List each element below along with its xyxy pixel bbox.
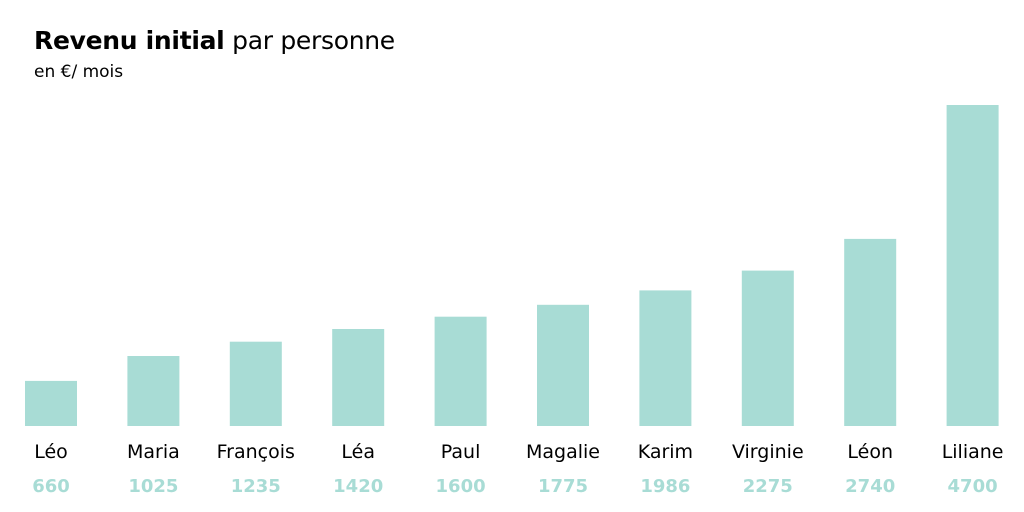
bar-8 <box>844 238 897 426</box>
category-label-9: Liliane <box>942 441 1004 463</box>
category-label-5: Magalie <box>526 441 600 463</box>
chart-title: Revenu initial par personne <box>34 26 395 55</box>
value-label-0: 660 <box>32 476 70 497</box>
value-label-6: 1986 <box>640 476 690 497</box>
bar-9 <box>946 105 999 426</box>
value-label-7: 2275 <box>743 476 793 497</box>
value-label-1: 1025 <box>128 476 178 497</box>
bar-3 <box>332 329 385 426</box>
category-label-8: Léon <box>847 441 893 463</box>
bar-7 <box>741 270 794 426</box>
bar-6 <box>639 290 692 426</box>
category-label-6: Karim <box>638 441 693 463</box>
bar-5 <box>537 304 589 426</box>
bar-0 <box>25 380 77 426</box>
bar-2 <box>229 341 282 426</box>
category-label-0: Léo <box>34 441 68 463</box>
bar-4 <box>434 316 487 426</box>
bar-1 <box>127 356 180 426</box>
value-label-9: 4700 <box>948 476 998 497</box>
value-label-5: 1775 <box>538 476 588 497</box>
category-label-3: Léa <box>341 441 375 463</box>
value-label-4: 1600 <box>436 476 486 497</box>
value-label-3: 1420 <box>333 476 383 497</box>
category-label-2: François <box>217 441 295 463</box>
chart-title-bold: Revenu initial <box>34 26 225 55</box>
category-label-1: Maria <box>127 441 180 463</box>
value-label-8: 2740 <box>845 476 895 497</box>
chart-title-rest: par personne <box>232 26 395 55</box>
chart-subtitle: en €/ mois <box>34 62 124 82</box>
category-label-7: Virginie <box>732 441 804 463</box>
category-label-4: Paul <box>441 441 481 463</box>
value-label-2: 1235 <box>231 476 281 497</box>
